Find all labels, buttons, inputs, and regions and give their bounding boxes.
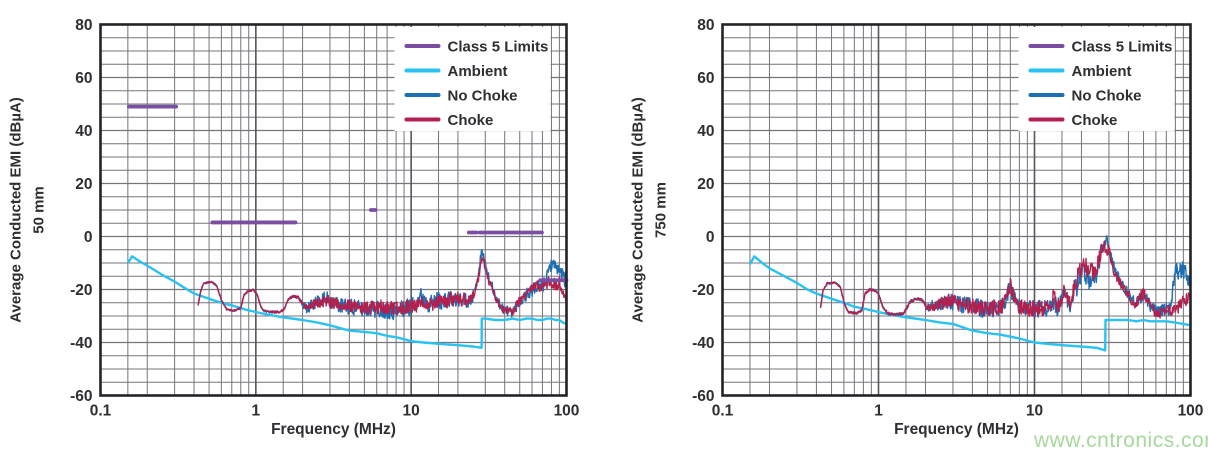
- series-ambient: [748, 255, 1191, 352]
- series-class-5-limits: [126, 104, 569, 283]
- y-tick-label: 20: [75, 176, 92, 193]
- y-tick-label: 80: [75, 17, 92, 34]
- y-axis-title: Average Conducted EMI (dBµA): [630, 97, 647, 323]
- legend-label: Ambient: [448, 63, 508, 80]
- legend-label: Choke: [448, 112, 494, 129]
- y-tick-label: 80: [697, 17, 714, 34]
- x-tick-label: 100: [554, 403, 580, 420]
- y-axis-subtitle: 750 mm: [653, 182, 670, 238]
- legend: Class 5 Limits Ambient No Choke Choke: [394, 27, 551, 131]
- series-choke: [197, 256, 568, 316]
- x-tick-label: 1: [874, 403, 883, 420]
- chart-50mm: 80 60 40 20 0 -20 -40 -600.1 1 10 100 Frequency (MH…: [8, 17, 580, 438]
- legend-label: Choke: [1072, 112, 1118, 129]
- y-axis-subtitle: 50 mm: [31, 186, 48, 234]
- x-tick-label: 10: [1026, 403, 1043, 420]
- y-tick-label: 40: [697, 123, 714, 140]
- y-tick-label: -20: [692, 282, 714, 299]
- y-tick-label: 60: [697, 70, 714, 87]
- axes: 80 60 40 20 0 -20 -40 -600.1 1 10 100 Frequency (MH…: [8, 17, 580, 438]
- x-tick-label: 10: [403, 403, 420, 420]
- x-axis-title: Frequency (MHz): [894, 421, 1019, 438]
- y-tick-label: -60: [692, 388, 714, 405]
- y-tick-label: -40: [70, 335, 92, 352]
- y-axis-title: Average Conducted EMI (dBµA): [8, 97, 25, 323]
- x-tick-label: 1: [252, 403, 261, 420]
- y-tick-label: -60: [70, 388, 92, 405]
- series-ambient: [126, 255, 567, 349]
- plot-border: [99, 23, 568, 397]
- axes: 80 60 40 20 0 -20 -40 -600.1 1 10 100 Frequency (MH…: [630, 17, 1204, 438]
- legend-label: No Choke: [448, 88, 518, 105]
- y-tick-label: 60: [75, 70, 92, 87]
- x-axis-title: Frequency (MHz): [271, 421, 396, 438]
- x-tick-label: 0.1: [90, 403, 112, 420]
- x-tick-label: 0.1: [712, 403, 734, 420]
- watermark: www.cntronics.com: [1034, 429, 1208, 452]
- y-tick-label: 40: [75, 123, 92, 140]
- legend-label: Ambient: [1072, 63, 1132, 80]
- plot-border: [721, 23, 1192, 397]
- legend-label: Class 5 Limits: [448, 39, 549, 56]
- legend-label: Class 5 Limits: [1072, 39, 1173, 56]
- y-tick-label: -20: [70, 282, 92, 299]
- x-tick-label: 100: [1178, 403, 1204, 420]
- y-tick-label: 20: [697, 176, 714, 193]
- chart-750mm: 80 60 40 20 0 -20 -40 -600.1 1 10 100 Frequency (MH…: [630, 17, 1204, 438]
- y-tick-label: 0: [84, 229, 93, 246]
- legend-label: No Choke: [1072, 88, 1142, 105]
- legend: Class 5 Limits Ambient No Choke Choke: [1018, 27, 1175, 131]
- y-tick-label: -40: [692, 335, 714, 352]
- series-choke: [819, 240, 1192, 319]
- y-tick-label: 0: [706, 229, 715, 246]
